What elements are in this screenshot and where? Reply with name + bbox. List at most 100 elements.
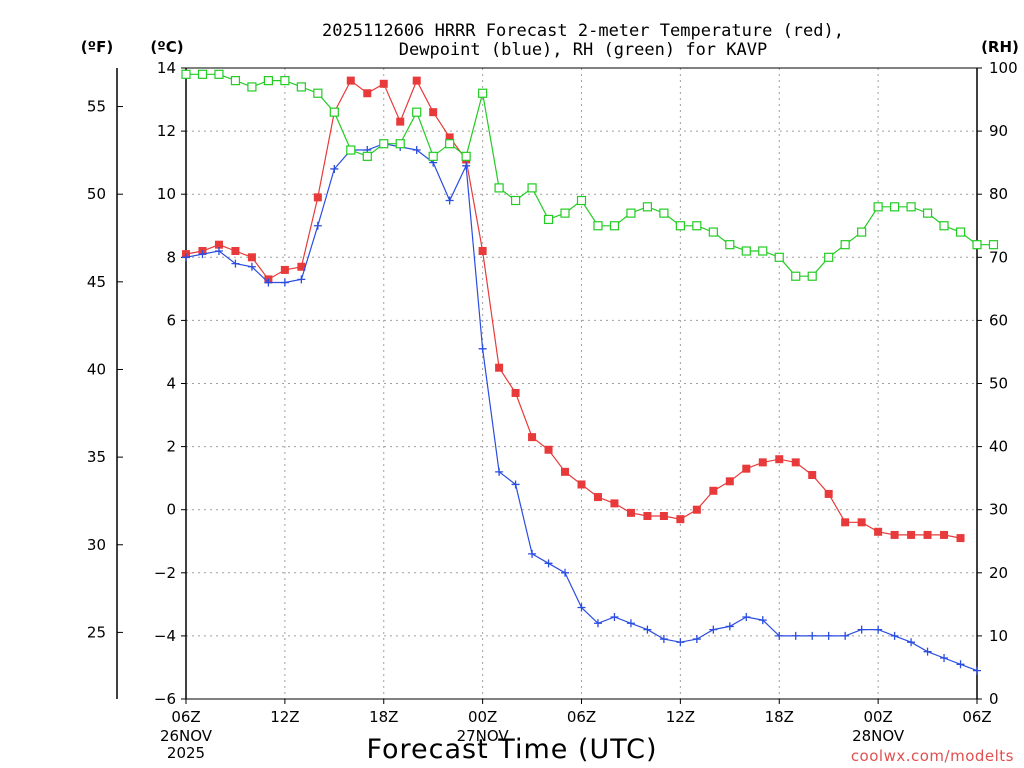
dewpoint-point [676,638,685,647]
rh-point [560,208,570,218]
dewpoint-point [198,250,207,259]
rh-point [972,240,982,250]
rh-point [280,76,290,86]
dewpoint-point [742,612,751,621]
fahrenheit-tick-label: 25 [87,623,106,641]
date-label: 27NOV [457,727,510,745]
temperature-point [824,489,833,498]
dewpoint-point [297,275,306,284]
rh-point [313,88,323,98]
temperature-point [346,76,355,85]
dewpoint-point [280,278,289,287]
rh-point [543,214,554,225]
chart-title-line1: 2025112606 HRRR Forecast 2-meter Tempera… [322,21,844,41]
temperature-point [297,262,306,271]
dewpoint-point [247,262,256,271]
temperature-point [313,193,322,202]
temperature-point [561,467,570,476]
rh-line [186,73,994,277]
dewpoint-point [874,625,883,634]
dewpoint-point [313,221,322,230]
temperature-point [379,79,388,88]
dewpoint-series [182,139,981,675]
rh-point [840,240,850,250]
dewpoint-point [709,625,718,634]
celsius-tick-label: 10 [157,185,176,203]
temperature-point [676,515,685,524]
rh-point [527,183,537,193]
rh-tick-label: 30 [989,501,1008,519]
temperature-point [890,530,899,539]
dewpoint-point [214,246,223,255]
rh-point [181,69,191,79]
fahrenheit-tick-label: 45 [87,273,106,291]
fahrenheit-unit-label: (ºF) [81,38,113,56]
x-tick-label: 12Z [666,708,695,726]
temperature-point [544,445,553,454]
x-tick-label: 06Z [962,708,991,726]
celsius-tick-label: 0 [166,501,176,519]
dewpoint-point [264,278,273,287]
celsius-tick-label: 4 [166,375,176,393]
dewpoint-point [577,603,586,612]
temperature-point [907,530,916,539]
celsius-tick-label: 2 [166,438,176,456]
temperature-point [956,534,965,543]
x-tick-label: 00Z [468,708,497,726]
rh-point [428,151,438,161]
rh-point [675,221,685,231]
fahrenheit-tick-label: 30 [87,536,106,554]
dewpoint-point [412,146,421,155]
temperature-point [478,246,487,255]
temperature-point [396,117,405,126]
rh-point [807,271,817,281]
dewpoint-point [330,164,339,173]
temperature-point [709,486,718,495]
celsius-unit-label: (ºC) [150,38,183,56]
rh-point [659,208,669,218]
rh-point [230,76,241,86]
credit-label: coolwx.com/modelts [851,747,1014,765]
temperature-point [412,76,421,85]
dewpoint-point [462,161,471,170]
celsius-tick-label: 14 [157,59,176,77]
temperature-point [626,508,635,517]
rh-tick-label: 70 [989,248,1008,266]
rh-point [445,139,455,149]
rh-tick-label: 100 [989,59,1018,77]
temperature-point [495,363,504,372]
dewpoint-point [478,344,487,353]
x-tick-label: 12Z [270,708,299,726]
rh-tick-label: 0 [989,690,999,708]
rh-tick-label: 90 [989,122,1008,140]
date-label: 28NOV [852,727,905,745]
temperature-point [577,480,586,489]
rh-point [857,227,867,237]
rh-tick-label: 10 [989,627,1008,645]
dewpoint-point [808,631,817,640]
temperature-point [758,458,767,467]
rh-point [478,88,488,98]
fahrenheit-tick-label: 50 [87,185,106,203]
temperature-point [643,512,652,521]
rh-point [412,107,422,117]
temperature-point [280,265,289,274]
rh-point [873,202,883,212]
temperature-point [214,240,223,249]
dewpoint-point [973,666,981,675]
dewpoint-point [593,619,602,628]
rh-tick-label: 50 [989,375,1008,393]
dewpoint-point [725,622,734,631]
dewpoint-point [841,631,850,640]
temperature-point [742,464,751,473]
temperature-point [593,493,602,502]
temperature-point [857,518,866,527]
dewpoint-point [445,196,454,205]
dewpoint-point [495,467,504,476]
temperature-series [182,76,965,543]
rh-point [758,246,768,256]
temperature-point [231,246,240,255]
rh-tick-label: 20 [989,564,1008,582]
dewpoint-point [791,631,800,640]
dewpoint-point [857,625,866,634]
